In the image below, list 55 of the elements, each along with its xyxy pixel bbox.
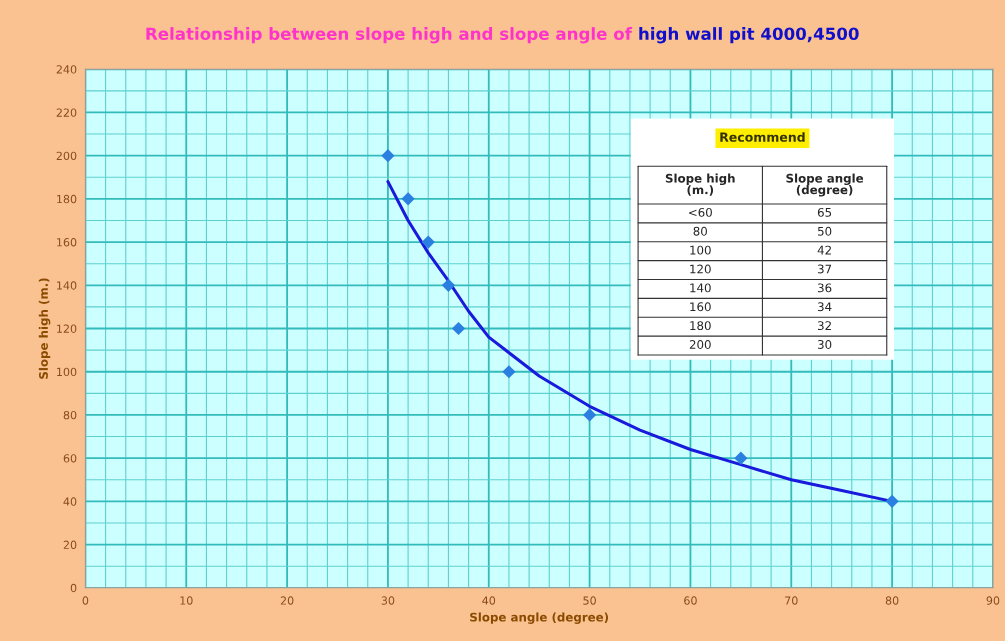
annotation: 80 <box>693 226 707 236</box>
annotation: 120 <box>690 264 711 274</box>
x-tick-label: 90 <box>986 596 1000 605</box>
point <box>451 321 466 336</box>
y-tick-label: 20 <box>63 540 77 549</box>
annotation: 30 <box>817 340 832 349</box>
x-tick-label: 20 <box>280 596 294 605</box>
x-axis-title: Slope angle (degree) <box>470 612 609 624</box>
annotation: <60 <box>689 207 712 217</box>
annotation: 34 <box>817 302 832 312</box>
annotation: 37 <box>817 264 832 274</box>
point <box>381 149 395 163</box>
annotation: Recommend <box>720 132 805 142</box>
annotation: Slope high (m.) <box>665 173 735 196</box>
annotation: 65 <box>817 207 832 217</box>
x-tick-label: 80 <box>885 596 899 605</box>
annotation: 36 <box>817 283 832 293</box>
point <box>734 451 748 465</box>
x-tick-label: 30 <box>381 596 395 605</box>
annotation: 32 <box>817 321 831 331</box>
point <box>421 235 435 249</box>
annotation: 200 <box>689 340 711 349</box>
annotation: 140 <box>690 283 711 293</box>
y-tick-label: 240 <box>56 65 77 74</box>
y-tick-label: 80 <box>63 410 77 420</box>
point <box>583 408 597 422</box>
annotation: 42 <box>817 245 831 255</box>
y-tick-label: 220 <box>56 108 77 117</box>
point <box>441 278 456 292</box>
x-tick-label: 0 <box>82 596 89 605</box>
point <box>885 494 899 508</box>
x-tick-label: 10 <box>180 596 193 605</box>
y-tick-label: 200 <box>56 151 77 161</box>
x-tick-label: 70 <box>785 596 798 605</box>
x-tick-label: 40 <box>482 596 496 605</box>
y-tick-label: 160 <box>57 238 77 247</box>
point <box>502 365 516 379</box>
annotation: 160 <box>690 302 711 312</box>
y-axis-title: Slope high (m.) <box>38 278 51 379</box>
x-tick-label: 50 <box>583 596 596 605</box>
y-tick-label: 120 <box>57 324 77 333</box>
y-tick-label: 100 <box>57 367 77 377</box>
point <box>401 192 415 206</box>
annotation: 100 <box>690 245 711 255</box>
y-tick-label: 0 <box>70 583 77 593</box>
y-tick-label: 180 <box>57 194 77 204</box>
y-tick-label: 140 <box>57 281 77 290</box>
chart-subtitle: high wall pit 4000,4500 <box>639 27 859 44</box>
y-tick-label: 40 <box>63 497 77 506</box>
y-tick-label: 60 <box>63 454 77 463</box>
x-tick-label: 60 <box>684 596 697 605</box>
annotation: 50 <box>818 226 832 236</box>
annotation: 180 <box>690 321 711 331</box>
chart-title: Relationship between slope high and slope angle of <box>146 27 633 44</box>
annotation: Slope angle (degree) <box>786 173 864 197</box>
